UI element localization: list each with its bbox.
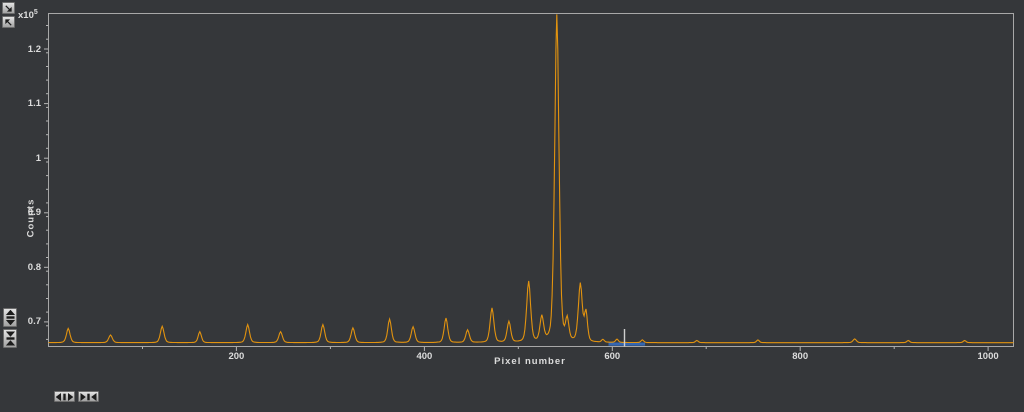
- y-multiplier-exponent: 5: [33, 9, 38, 16]
- y-tick-label: 1.1: [27, 98, 41, 110]
- x-tick-label: 400: [416, 351, 433, 362]
- x-axis-title: Pixel number: [494, 356, 566, 367]
- x-tick-label: 800: [792, 351, 809, 362]
- corner-reset-button[interactable]: [2, 16, 15, 28]
- y-tick-label: 0.7: [27, 316, 41, 328]
- y-zoom-in-button[interactable]: [3, 329, 17, 348]
- x-tick-label: 200: [228, 351, 245, 362]
- arrows-horizontal-in-icon: [80, 392, 97, 401]
- arrow-northwest-icon: [4, 18, 13, 27]
- y-multiplier-base: x10: [18, 10, 34, 22]
- x-zoom-in-button[interactable]: [78, 391, 99, 402]
- x-tick-label: 600: [604, 351, 621, 362]
- corner-zoom-button[interactable]: [2, 2, 15, 14]
- y-tick-label: 0.8: [27, 261, 41, 273]
- x-tick-label: 1000: [977, 351, 999, 362]
- x-zoom-out-button[interactable]: [54, 391, 75, 402]
- arrows-vertical-in-icon: [5, 331, 16, 346]
- arrows-vertical-out-icon: [5, 310, 16, 325]
- y-tick-label: 1.2: [27, 43, 41, 55]
- y-zoom-out-button[interactable]: [3, 308, 17, 327]
- y-tick-label: 0.9: [27, 207, 41, 219]
- y-axis-multiplier: x105: [18, 9, 38, 21]
- arrow-southeast-icon: [4, 4, 13, 13]
- y-tick-label: 1: [35, 152, 41, 164]
- arrows-horizontal-out-icon: [56, 392, 73, 401]
